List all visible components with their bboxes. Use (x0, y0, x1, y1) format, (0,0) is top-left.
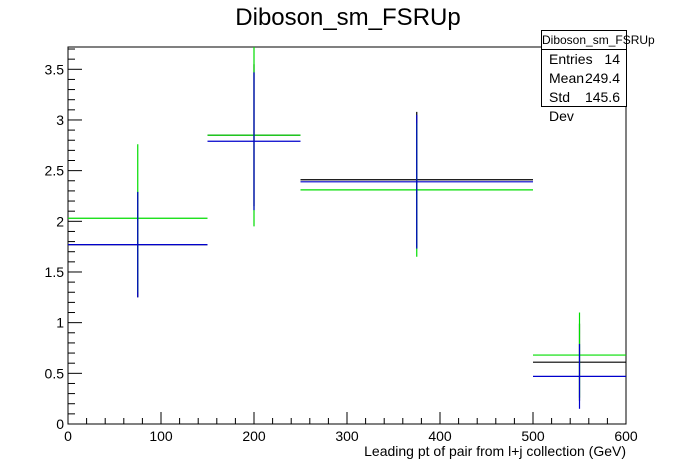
x-tick-label: 200 (242, 428, 266, 444)
stats-entries-value: 14 (604, 51, 620, 67)
y-tick-label: 2.5 (45, 163, 65, 179)
x-tick-label: 600 (614, 428, 638, 444)
x-axis-title: Leading pt of pair from l+j collection (… (364, 443, 626, 459)
data-series (68, 47, 626, 409)
stats-box: Diboson_sm_FSRUp Entries 14 Mean 249.4 S… (541, 30, 655, 124)
y-tick-label: 3 (56, 112, 64, 128)
stats-row-stddev: Std Dev 145.6 (542, 88, 626, 124)
tick-labels: 0 100 200 300 400 500 600 0 0.5 1 1.5 2 2.5 3 3.5 (45, 61, 638, 444)
y-tick-label: 2 (56, 213, 64, 229)
x-tick-label: 0 (64, 428, 72, 444)
x-tick-label: 300 (335, 428, 359, 444)
stats-stddev-value: 145.6 (584, 89, 620, 105)
stats-mean-value: 249.4 (584, 70, 620, 86)
y-tick-label: 1.5 (45, 264, 65, 280)
chart-title: Diboson_sm_FSRUp (235, 4, 461, 31)
y-tick-label: 1 (56, 315, 64, 331)
stats-row-mean: Mean 249.4 (542, 69, 626, 88)
y-tick-label: 0 (56, 416, 64, 432)
x-tick-label: 500 (521, 428, 545, 444)
stats-row-entries: Entries 14 (542, 50, 626, 69)
stats-entries-label: Entries (549, 51, 593, 67)
y-tick-label: 3.5 (45, 61, 65, 77)
stats-mean-label: Mean (549, 70, 585, 86)
axis-ticks (67, 48, 627, 425)
stats-stddev-label: Std Dev (549, 89, 574, 124)
y-tick-label: 0.5 (45, 365, 65, 381)
stats-box-title: Diboson_sm_FSRUp (542, 31, 655, 50)
x-tick-label: 100 (149, 428, 173, 444)
x-tick-label: 400 (428, 428, 452, 444)
